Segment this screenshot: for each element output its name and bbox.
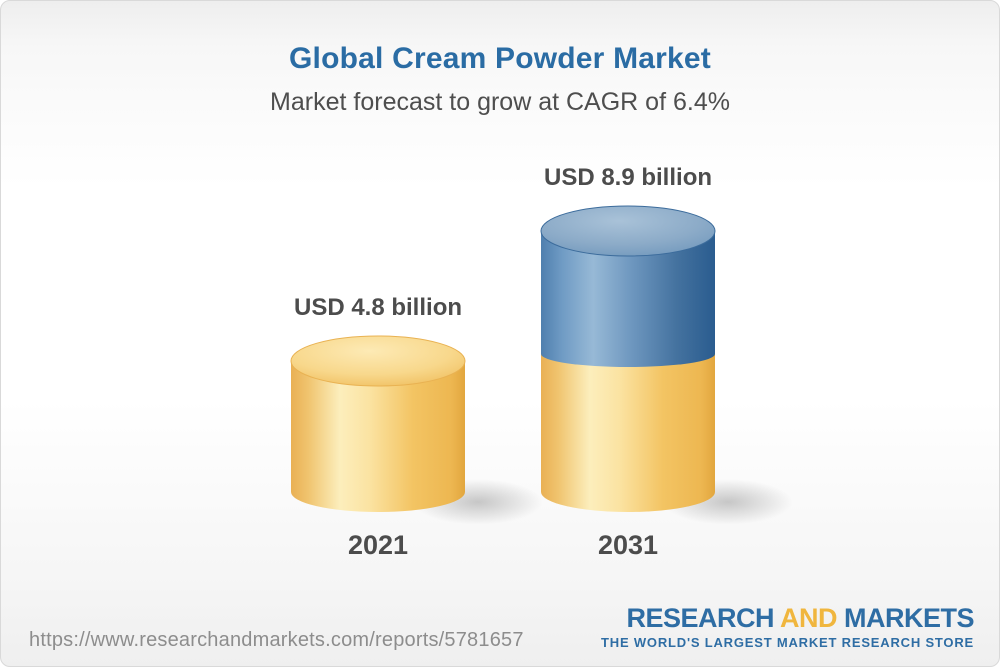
year-label-2031: 2031 xyxy=(597,530,659,560)
chart-subtitle: Market forecast to grow at CAGR of 6.4% xyxy=(270,88,730,116)
research-and-markets-logo: RESEARCH AND MARKETS THE WORLD'S LARGEST… xyxy=(601,603,975,650)
chart-title: Global Cream Powder Market xyxy=(289,42,711,75)
logo-word-research: RESEARCH xyxy=(626,603,774,633)
cylinder-bar-2021 xyxy=(290,335,466,512)
logo-word-markets: MARKETS xyxy=(844,603,975,633)
year-label-2021: 2021 xyxy=(347,530,409,560)
cylinder-bar-2031 xyxy=(540,205,716,512)
value-label-2021: USD 4.8 billion xyxy=(293,294,463,321)
value-label-2031: USD 8.9 billion xyxy=(543,164,713,191)
report-url: https://www.researchandmarkets.com/repor… xyxy=(29,629,524,651)
logo-word-and: AND xyxy=(779,603,838,633)
logo-tagline: THE WORLD'S LARGEST MARKET RESEARCH STOR… xyxy=(601,634,974,650)
logo-wordmark: RESEARCH AND MARKETS xyxy=(601,603,975,634)
